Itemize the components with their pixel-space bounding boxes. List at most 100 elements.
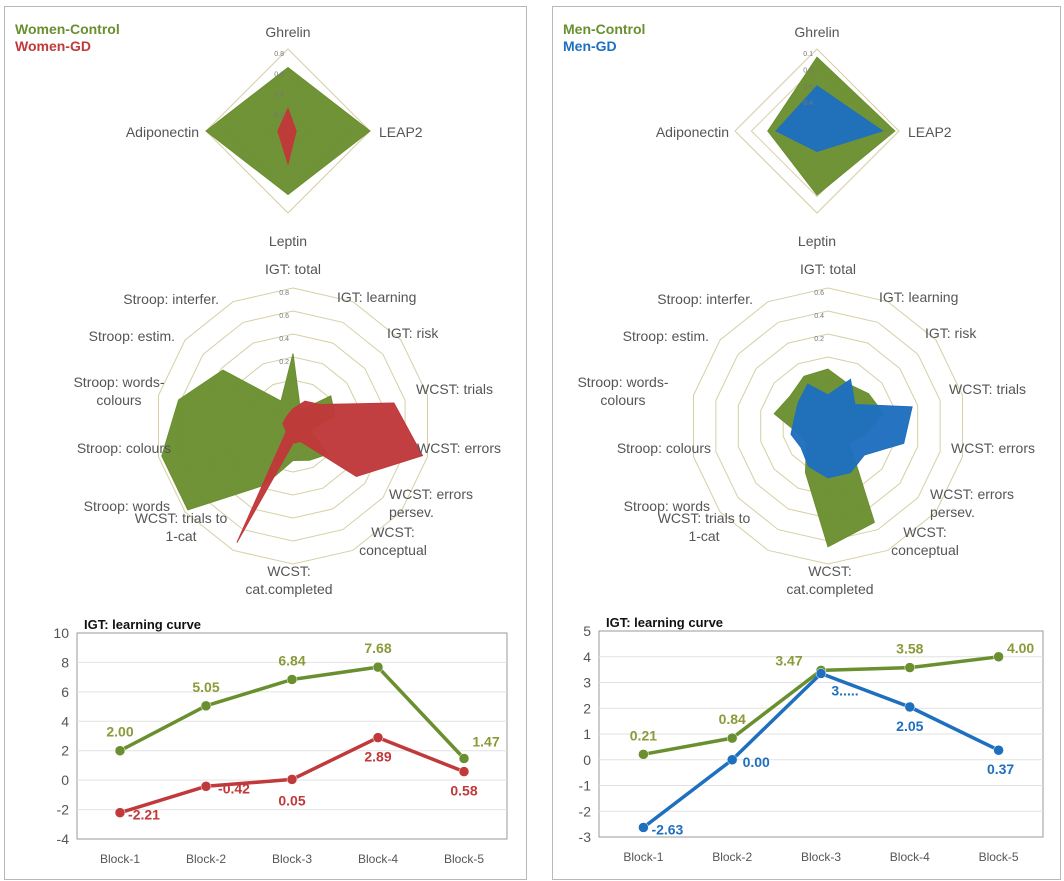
radar-axis-label-wcst-cat-completed: WCST:	[267, 563, 311, 579]
radar-axis-label-stroop-words: Stroop: words	[624, 498, 710, 514]
y-tick-label: 6	[61, 684, 69, 700]
radar-tick-label: 0.6	[279, 313, 289, 320]
radar-tick-label: 0.6	[814, 290, 824, 297]
radar-axis-label-wcst-trials: WCST: trials	[416, 381, 493, 397]
data-label: 1.47	[472, 734, 499, 750]
data-label: -0.42	[218, 780, 250, 796]
data-label: 2.05	[896, 718, 923, 734]
radar-axis-label-wcst-errors-persev: persev.	[389, 504, 434, 520]
data-label: 3.....	[831, 682, 858, 698]
radar-tick-label: 0.8	[274, 51, 284, 58]
radar-axis-label-igt-risk: IGT: risk	[925, 325, 977, 341]
radar-axis-label-igt-total: IGT: total	[265, 261, 321, 277]
radar-axis-label-stroop-estim: Stroop: estim.	[623, 328, 709, 344]
y-tick-label: 5	[583, 623, 591, 639]
radar-axis-label-stroop-colours: Stroop: colours	[77, 440, 171, 456]
data-label: -2.21	[128, 807, 160, 823]
data-point	[726, 732, 738, 744]
chart-title: IGT: learning curve	[84, 617, 201, 632]
data-label: 6.84	[278, 652, 305, 668]
data-label: 0.84	[719, 711, 746, 727]
radar-area-women-gd	[277, 107, 297, 166]
y-tick-label: 8	[61, 654, 69, 670]
radar-axis-label-leap2: LEAP2	[379, 124, 423, 140]
x-tick-label: Block-4	[358, 852, 398, 866]
data-point	[815, 668, 827, 679]
data-label: -2.63	[651, 821, 683, 837]
data-point	[726, 754, 738, 765]
chart-title: IGT: learning curve	[606, 615, 723, 630]
men-charts: 0.1 0.8 0.6 0.4 Ghrelin LEAP2 Leptin Adiponecti…	[577, 24, 1044, 864]
radar-tick-label: 0.2	[279, 359, 289, 366]
y-tick-label: -3	[579, 829, 592, 845]
data-point	[200, 700, 212, 712]
radar-axis-label-stroop-interfer: Stroop: interfer.	[123, 291, 219, 307]
data-label: 0.00	[743, 754, 770, 770]
radar-axis-label-wcst-conceptual: conceptual	[359, 542, 427, 558]
radar-axis-label-wcst-errors-persev: WCST: errors	[389, 486, 473, 502]
radar-grid-ring	[205, 48, 371, 214]
data-point	[638, 822, 649, 833]
radar-axis-label-wcst-trials-to-1-cat: WCST: trials to	[135, 510, 228, 526]
data-point	[372, 661, 384, 673]
radar-axis-label-stroop-words-colours: colours	[600, 392, 645, 408]
data-label: 0.21	[630, 727, 657, 743]
data-point	[286, 674, 298, 685]
radar-axis-label-wcst-trials-to-1-cat: 1-cat	[165, 528, 196, 544]
radar-axis-label-ghrelin: Ghrelin	[265, 24, 310, 40]
data-point	[993, 651, 1004, 662]
radar-axis-label-adiponectin: Adiponectin	[126, 124, 199, 140]
radar-area-women-gd	[236, 400, 424, 543]
y-tick-label: 4	[61, 713, 69, 729]
data-label: 7.68	[364, 640, 391, 656]
radar-tick-label: 0.6	[274, 72, 284, 79]
data-point	[200, 781, 212, 792]
radar-axis-label-stroop-words: Stroop: words	[84, 498, 170, 514]
data-label: 2.89	[364, 749, 391, 765]
radar-axis-label-adiponectin: Adiponectin	[656, 124, 729, 140]
y-tick-label: -4	[57, 831, 70, 847]
legend-men-gd: Men-GD	[563, 38, 617, 54]
y-tick-label: 2	[61, 743, 69, 759]
data-point	[286, 774, 298, 785]
radar-axis-label-wcst-cat-completed: cat.completed	[786, 581, 873, 597]
radar-axis-label-igt-learning: IGT: learning	[337, 289, 416, 305]
data-label: 0.37	[987, 761, 1014, 777]
radar-tick-label: 0.4	[803, 100, 813, 107]
women-charts: 0.8 0.6 0.4 0.2 Ghrelin LEAP2 Leptin Adiponecti…	[53, 24, 508, 866]
radar-area-men-gd	[790, 378, 913, 479]
radar-area-women-control	[161, 353, 336, 511]
radar-axis-label-wcst-errors: WCST: errors	[417, 440, 501, 456]
men-panel: Men-Control Men-GD 0.1 0.8 0.6 0.4 Ghrelin LE…	[552, 6, 1061, 880]
data-point	[114, 807, 126, 818]
data-point	[638, 749, 649, 760]
data-label: 5.05	[192, 679, 219, 695]
data-label: 2.00	[106, 724, 133, 740]
y-tick-label: 2	[583, 700, 591, 716]
data-point	[372, 732, 384, 743]
radar-axis-label-wcst-cat-completed: cat.completed	[245, 581, 332, 597]
plot-frame	[76, 632, 508, 840]
radar-axis-label-wcst-errors-persev: persev.	[930, 504, 975, 520]
radar-axis-label-stroop-words-colours: Stroop: words-	[73, 374, 164, 390]
radar-axis-label-leptin: Leptin	[269, 233, 307, 249]
y-tick-label: 0	[61, 772, 69, 788]
y-tick-label: 10	[53, 625, 69, 641]
radar-axis-label-stroop-words-colours: Stroop: words-	[577, 374, 668, 390]
y-tick-label: -1	[579, 778, 592, 794]
x-tick-label: Block-4	[890, 850, 930, 864]
y-tick-label: 4	[583, 649, 591, 665]
x-tick-label: Block-2	[186, 852, 226, 866]
radar-axis-label-stroop-estim: Stroop: estim.	[89, 328, 175, 344]
legend-women-gd: Women-GD	[15, 38, 91, 54]
radar-grid-ring	[180, 310, 406, 542]
y-tick-label: -2	[579, 803, 592, 819]
radar-tick-label: 0.6	[803, 84, 813, 91]
y-tick-label: 3	[583, 675, 591, 691]
radar-axis-label-wcst-conceptual: conceptual	[891, 542, 959, 558]
x-tick-label: Block-1	[100, 852, 140, 866]
radar-tick-label: 0.2	[274, 113, 284, 120]
radar-tick-label: 0.4	[814, 313, 824, 320]
radar-area-men-gd	[775, 85, 884, 153]
radar-axis-label-igt-learning: IGT: learning	[879, 289, 958, 305]
